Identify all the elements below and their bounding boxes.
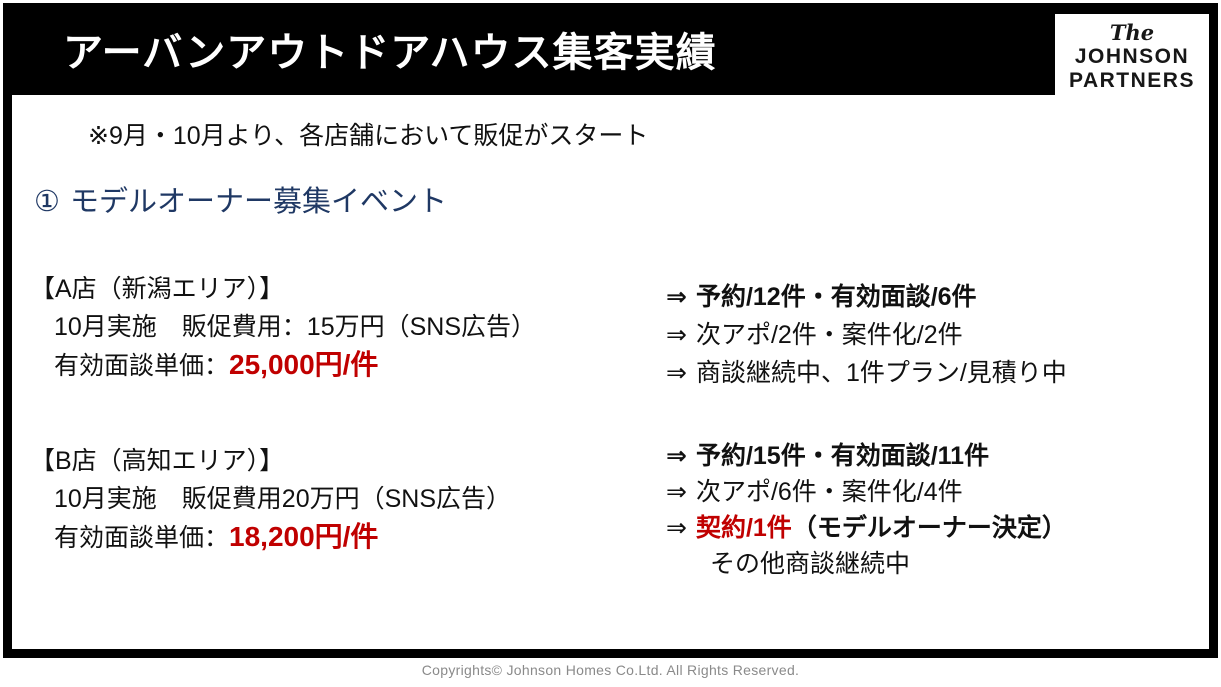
arrow-icon: ⇒ [666, 442, 687, 470]
store-b-result-line1: ⇒ 予約/15件・有効面談/11件 [666, 438, 1067, 474]
promo-start-note: ※9月・10月より、各店舗において販促がスタート [88, 122, 649, 150]
logo-the-text: The [1109, 20, 1155, 45]
store-b-contract-highlight: 契約/1件 [695, 514, 792, 542]
store-b-unit-value: 18,200円/件 [229, 521, 379, 552]
store-a-result-line2-text: 次アポ/2件・案件化/2件 [695, 321, 963, 349]
store-b-results: ⇒ 予約/15件・有効面談/11件 ⇒ 次アポ/6件・案件化/4件 ⇒ 契約/1件（モ… [666, 438, 1067, 582]
arrow-icon: ⇒ [666, 478, 687, 506]
logo-partners-text: PARTNERS [1069, 69, 1195, 92]
store-a-result-line1-text: 予約/12件・有効面談/6件 [695, 283, 977, 311]
store-b-result-line2: ⇒ 次アポ/6件・案件化/4件 [666, 474, 1067, 510]
store-b-result-line2-text: 次アポ/6件・案件化/4件 [695, 478, 963, 506]
section-heading-label: モデルオーナー募集イベント [70, 186, 448, 218]
store-a-result-line3: ⇒ 商談継続中、1件プラン/見積り中 [666, 354, 1067, 392]
store-a-result-line3-text: 商談継続中、1件プラン/見積り中 [695, 359, 1067, 387]
store-a-block: 【A店（新潟エリア）】 10月実施 販促費用：15万円（SNS広告） 有効面談単… [30, 270, 536, 385]
arrow-icon: ⇒ [666, 359, 687, 387]
copyright-text: Copyrights© Johnson Homes Co.Ltd. All Ri… [421, 662, 800, 678]
store-a-unit-label: 有効面談単価： [54, 352, 230, 380]
store-a-results: ⇒ 予約/12件・有効面談/6件 ⇒ 次アポ/2件・案件化/2件 ⇒ 商談継続中、1件… [666, 278, 1067, 392]
store-b-detail: 10月実施 販促費用20万円（SNS広告） [54, 485, 512, 513]
section-heading: ① モデルオーナー募集イベント [34, 178, 447, 220]
store-a-unit-line: 有効面談単価：25,000円/件 [30, 346, 536, 385]
title-banner: アーバンアウトドアハウス集客実績 [3, 3, 1218, 95]
frame-border-left [3, 95, 12, 649]
store-a-name: 【A店（新潟エリア）】 [30, 275, 285, 303]
company-logo: The JOHNSON PARTNERS [1055, 14, 1209, 104]
store-b-block: 【B店（高知エリア）】 10月実施 販促費用20万円（SNS広告） 有効面談単価… [30, 442, 511, 557]
arrow-icon: ⇒ [666, 283, 687, 311]
logo-johnson-text: JOHNSON [1074, 45, 1190, 68]
store-a-unit-value: 25,000円/件 [229, 349, 379, 380]
store-b-result-line3-text: （モデルオーナー決定） [791, 514, 1067, 542]
store-b-unit-label: 有効面談単価： [54, 524, 230, 552]
store-b-name: 【B店（高知エリア）】 [30, 447, 285, 475]
section-number-icon: ① [34, 186, 60, 218]
arrow-icon: ⇒ [666, 514, 687, 542]
store-a-detail: 10月実施 販促費用：15万円（SNS広告） [54, 313, 537, 341]
store-b-result-line4: その他商談継続中 [710, 550, 911, 578]
slide-title: アーバンアウトドアハウス集客実績 [63, 31, 717, 75]
store-b-unit-line: 有効面談単価：18,200円/件 [30, 518, 511, 557]
frame-border-right [1209, 95, 1218, 649]
store-a-result-line1: ⇒ 予約/12件・有効面談/6件 [666, 278, 1067, 316]
store-a-result-line2: ⇒ 次アポ/2件・案件化/2件 [666, 316, 1067, 354]
arrow-icon: ⇒ [666, 321, 687, 349]
store-b-result-line1-text: 予約/15件・有効面談/11件 [695, 442, 990, 470]
store-b-result-line3: ⇒ 契約/1件（モデルオーナー決定） [666, 510, 1067, 546]
frame-border-bottom [3, 649, 1218, 658]
